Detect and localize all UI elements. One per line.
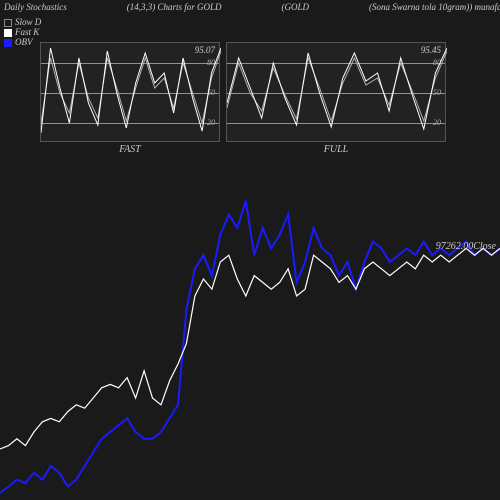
full-chart: 95.45 205080 (226, 42, 446, 142)
legend-swatch-obv (4, 39, 12, 47)
full-label: FULL (226, 142, 446, 155)
full-chart-container: 95.45 205080 FULL (226, 42, 446, 155)
desc: (Sona Swarna tola 10gram)) munafa (369, 2, 500, 12)
title-left: Daily Stochastics (4, 2, 67, 12)
close-value: 97262.00 (436, 241, 474, 252)
chart-header: Daily Stochastics (14,3,3) Charts for GO… (0, 0, 500, 14)
fast-chart: 95.07 205080 (40, 42, 220, 142)
close-label: 97262.00Close (436, 241, 496, 252)
close-text: Close (473, 241, 496, 252)
legend-swatch-slow (4, 19, 12, 27)
legend-swatch-fast (4, 29, 12, 37)
symbol: (GOLD (282, 2, 310, 12)
fast-label: FAST (40, 142, 220, 155)
legend-obv: OBV (4, 38, 41, 48)
fast-chart-container: 95.07 205080 FAST (40, 42, 220, 155)
legend-label-obv: OBV (15, 38, 33, 48)
top-charts-row: 95.07 205080 FAST 95.45 205080 FULL (0, 14, 500, 155)
legend: Slow D Fast K OBV (4, 18, 41, 48)
chart-params: (14,3,3) Charts for GOLD (127, 2, 222, 12)
main-chart (0, 160, 500, 500)
